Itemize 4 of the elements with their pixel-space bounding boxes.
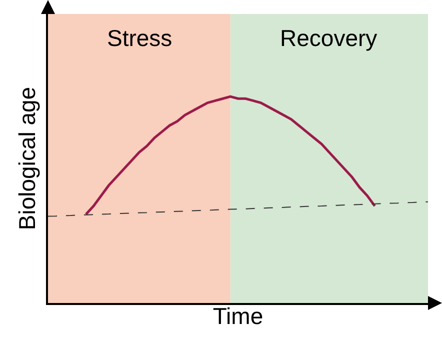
text: Recovery [280, 25, 378, 51]
text: Stress [107, 25, 172, 51]
y-axis-title: Biological age [14, 86, 40, 230]
x-axis-title: Time [212, 303, 264, 330]
